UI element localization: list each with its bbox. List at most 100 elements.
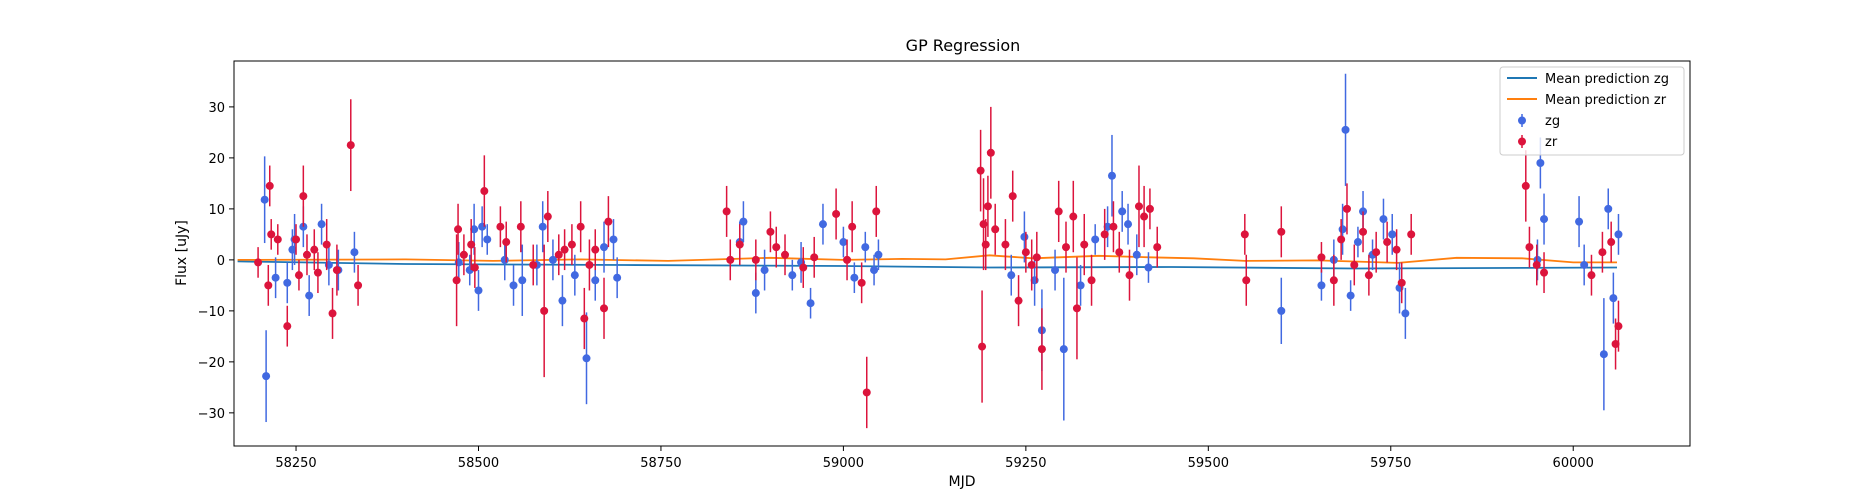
- plot-frame: [233, 60, 1691, 447]
- data-point-zr: [735, 240, 744, 249]
- data-point-zg: [262, 372, 271, 381]
- data-point-zr: [264, 281, 273, 290]
- data-point-zr: [1069, 212, 1078, 221]
- data-point-zr: [1145, 204, 1154, 213]
- data-point-zg: [609, 235, 618, 244]
- data-point-zr: [604, 217, 613, 226]
- data-point-zr: [467, 240, 476, 249]
- data-point-zg: [548, 255, 557, 264]
- x-axis-label: MJD: [949, 474, 976, 490]
- data-point-zg: [271, 273, 280, 282]
- data-point-zg: [317, 220, 326, 229]
- data-point-zr: [543, 212, 552, 221]
- data-point-zr: [1115, 248, 1124, 257]
- data-point-zr: [722, 207, 731, 216]
- data-point-zr: [1087, 276, 1096, 285]
- data-point-zr: [1032, 253, 1041, 262]
- data-point-zg: [1604, 204, 1613, 213]
- data-point-zr: [872, 207, 881, 216]
- data-point-zr: [986, 148, 995, 157]
- data-point-zg: [1091, 235, 1100, 244]
- data-point-zr: [1072, 304, 1081, 313]
- data-point-zr: [302, 250, 311, 259]
- data-point-zr: [1521, 181, 1530, 190]
- data-point-zr: [1614, 322, 1623, 331]
- data-point-zr: [1134, 202, 1143, 211]
- y-tick-label: −20: [198, 356, 225, 371]
- data-point-zr: [976, 166, 985, 175]
- data-point-zg: [1353, 238, 1362, 247]
- data-point-zg: [483, 235, 492, 244]
- data-point-zg: [1059, 345, 1068, 354]
- y-tick-label: 30: [208, 101, 225, 116]
- data-point-zr: [585, 260, 594, 269]
- data-point-zr: [529, 260, 538, 269]
- data-point-zg: [1540, 215, 1549, 224]
- data-point-zr: [1277, 227, 1286, 236]
- y-axis: −30 −20 −10 0 10 20 30: [198, 101, 234, 422]
- data-point-zg: [806, 299, 815, 308]
- data-point-zr: [1140, 212, 1149, 221]
- data-point-zr: [1598, 248, 1607, 257]
- data-point-zg: [1124, 220, 1133, 229]
- data-point-zg: [470, 225, 479, 234]
- data-point-zr: [857, 278, 866, 287]
- data-point-zr: [1342, 204, 1351, 213]
- data-point-zg: [861, 243, 870, 252]
- data-point-zr: [283, 322, 292, 331]
- y-tick-label: 20: [208, 152, 225, 167]
- data-point-zr: [862, 388, 871, 397]
- data-point-zr: [781, 250, 790, 259]
- data-point-zr: [983, 202, 992, 211]
- x-tick-label: 60000: [1553, 456, 1594, 471]
- data-point-zg: [870, 266, 879, 275]
- data-point-zr: [1008, 192, 1017, 201]
- x-tick-label: 58250: [275, 456, 316, 471]
- data-point-zg: [582, 354, 591, 363]
- data-point-zr: [1607, 238, 1616, 247]
- data-point-zr: [600, 304, 609, 313]
- data-point-zg: [1599, 350, 1608, 359]
- data-point-zr: [452, 276, 461, 285]
- data-point-zr: [328, 309, 337, 318]
- data-point-zr: [1372, 248, 1381, 257]
- data-point-zr: [843, 255, 852, 264]
- data-point-zr: [332, 266, 341, 275]
- data-point-zg: [1020, 232, 1029, 241]
- y-tick-label: −10: [198, 305, 225, 320]
- data-point-zg: [591, 276, 600, 285]
- y-tick-label: 10: [208, 203, 225, 218]
- x-axis: 58250 58500 58750 59000 59250 59500 59750 60000: [275, 446, 1594, 471]
- data-point-zr: [1062, 243, 1070, 252]
- data-point-zg: [1614, 230, 1623, 239]
- data-point-zg: [305, 291, 314, 300]
- data-point-zr: [1587, 271, 1596, 280]
- data-point-zr: [267, 230, 276, 239]
- data-point-zg: [1580, 260, 1589, 269]
- data-point-zr: [1525, 243, 1534, 252]
- data-point-zg: [1076, 281, 1085, 290]
- data-point-zr: [1014, 296, 1023, 305]
- data-point-zr: [310, 245, 319, 254]
- data-point-zg: [1536, 158, 1545, 167]
- data-point-zr: [1383, 238, 1392, 247]
- data-point-zg: [1051, 266, 1060, 275]
- legend-label-zr: zr: [1545, 135, 1558, 150]
- data-point-zg: [600, 243, 609, 252]
- data-point-zr: [576, 222, 585, 231]
- data-point-zg: [1317, 281, 1326, 290]
- x-tick-label: 58500: [458, 456, 499, 471]
- x-tick-label: 59250: [1005, 456, 1046, 471]
- data-point-zr: [554, 250, 563, 259]
- data-point-zr: [567, 240, 576, 249]
- x-tick-label: 59500: [1188, 456, 1229, 471]
- data-point-zr: [1392, 245, 1401, 254]
- data-point-zr: [480, 187, 489, 196]
- data-point-zg: [751, 289, 760, 298]
- data-point-zg: [760, 266, 769, 275]
- data-point-zr: [1532, 260, 1541, 269]
- data-point-zr: [832, 209, 841, 218]
- data-point-zr: [496, 222, 505, 231]
- data-point-zg: [1144, 263, 1153, 272]
- data-point-zr: [1021, 248, 1030, 257]
